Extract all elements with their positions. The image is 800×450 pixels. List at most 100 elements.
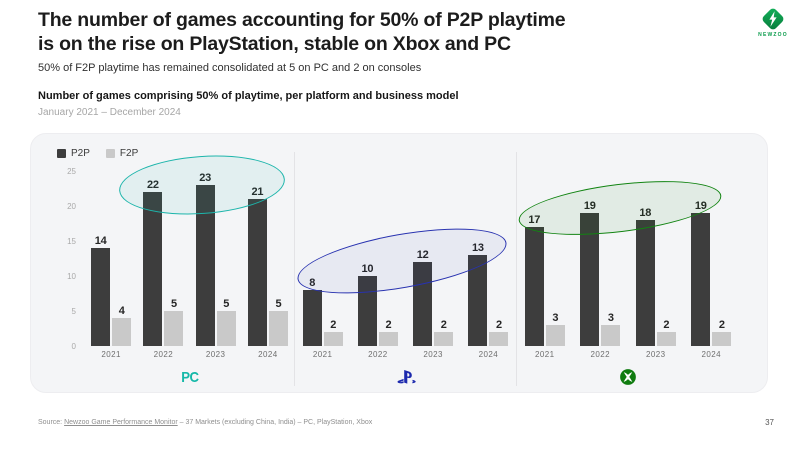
bar-group-xbox-2022: 19 3 bbox=[580, 200, 621, 346]
y-tick-20: 20 bbox=[67, 202, 76, 211]
legend-label: P2P bbox=[71, 148, 90, 159]
bar-value-p2p-2023: 12 bbox=[416, 249, 429, 261]
legend-item-p2p: P2P bbox=[57, 148, 90, 159]
bar-col-f2p-2022: 5 bbox=[164, 298, 184, 346]
bar-value-f2p-2022: 2 bbox=[385, 319, 392, 331]
bar-col-f2p-2024: 2 bbox=[712, 319, 732, 346]
chart-legend: P2P F2P bbox=[57, 148, 138, 159]
y-axis: 0 5 10 15 20 25 bbox=[31, 167, 76, 351]
bar-p2p-playstation-2024 bbox=[468, 255, 488, 346]
bar-p2p-playstation-2021 bbox=[302, 290, 322, 346]
plot-pc: 14 4 22 5 23 5 21 5 bbox=[85, 171, 294, 346]
plot-xbox: 17 3 19 3 18 2 19 2 bbox=[517, 171, 739, 346]
newzoo-logo-text: NEWZOO bbox=[758, 32, 788, 38]
x-tick-2022: 2022 bbox=[368, 350, 388, 359]
source-note: Source: Newzoo Game Performance Monitor … bbox=[38, 419, 372, 426]
bar-p2p-playstation-2023 bbox=[413, 262, 433, 346]
bar-col-f2p-2021: 2 bbox=[323, 319, 343, 346]
x-tick-2021: 2021 bbox=[312, 350, 333, 359]
bar-p2p-pc-2023 bbox=[195, 185, 215, 346]
bar-p2p-xbox-2022 bbox=[580, 213, 600, 346]
x-tick-2024: 2024 bbox=[478, 350, 499, 359]
panel-pc: 14 4 22 5 23 5 21 5 2021 2022 2023 2024 PC bbox=[85, 171, 294, 387]
x-axis-xbox: 2021 2022 2023 2024 bbox=[517, 350, 739, 359]
bar-value-p2p-2021: 8 bbox=[309, 277, 316, 289]
bar-f2p-playstation-2021 bbox=[323, 332, 343, 346]
bar-f2p-pc-2021 bbox=[112, 318, 132, 346]
playstation-logo bbox=[295, 367, 516, 387]
page-number: 37 bbox=[765, 418, 774, 427]
x-tick-2021: 2021 bbox=[101, 350, 121, 359]
y-tick-25: 25 bbox=[67, 167, 76, 176]
y-tick-0: 0 bbox=[71, 342, 76, 351]
bar-col-p2p-2022: 10 bbox=[357, 263, 377, 346]
bar-col-f2p-2022: 2 bbox=[378, 319, 398, 346]
bar-group-pc-2022: 22 5 bbox=[143, 179, 184, 346]
bar-f2p-xbox-2021 bbox=[545, 325, 565, 346]
xbox-logo-icon bbox=[620, 369, 636, 385]
legend-swatch-f2p bbox=[105, 149, 115, 158]
panel-divider-2 bbox=[516, 152, 517, 386]
bar-value-f2p-2023: 2 bbox=[663, 319, 670, 331]
x-tick-2024: 2024 bbox=[701, 350, 721, 359]
page-subtitle: 50% of F2P playtime has remained consoli… bbox=[38, 62, 422, 74]
bar-col-f2p-2024: 2 bbox=[489, 319, 509, 346]
bar-value-p2p-2022: 22 bbox=[147, 179, 159, 191]
bar-p2p-playstation-2022 bbox=[357, 276, 377, 346]
bar-col-f2p-2021: 4 bbox=[112, 305, 132, 346]
bar-value-p2p-2022: 10 bbox=[361, 263, 374, 275]
chart-title: Number of games comprising 50% of playti… bbox=[38, 90, 459, 102]
panel-divider-1 bbox=[294, 152, 295, 386]
x-tick-2023: 2023 bbox=[205, 350, 226, 359]
plot-playstation: 8 2 10 2 12 2 13 2 bbox=[295, 171, 516, 346]
newzoo-logo-icon bbox=[762, 8, 784, 30]
bar-f2p-xbox-2022 bbox=[601, 325, 621, 346]
bar-value-f2p-2021: 2 bbox=[330, 319, 337, 331]
panel-xbox: 17 3 19 3 18 2 19 2 2021 2022 2023 2024 bbox=[517, 171, 769, 387]
x-tick-2024: 2024 bbox=[258, 350, 278, 359]
bar-group-xbox-2024: 19 2 bbox=[691, 200, 732, 346]
bar-col-f2p-2023: 5 bbox=[216, 298, 236, 346]
bar-f2p-playstation-2024 bbox=[489, 332, 509, 346]
y-tick-5: 5 bbox=[71, 307, 76, 316]
legend-item-f2p: F2P bbox=[105, 148, 138, 159]
bar-col-p2p-2022: 19 bbox=[580, 200, 600, 346]
bar-f2p-xbox-2024 bbox=[712, 332, 732, 346]
chart-card: P2P F2P 0 5 10 15 20 25 14 4 22 5 23 5 21 5 2021 2022 20… bbox=[30, 133, 768, 393]
bar-value-p2p-2021: 17 bbox=[528, 214, 541, 226]
source-link[interactable]: Newzoo Game Performance Monitor bbox=[64, 419, 178, 426]
bar-value-f2p-2024: 2 bbox=[495, 319, 502, 331]
bar-value-p2p-2024: 13 bbox=[472, 242, 484, 254]
bar-col-f2p-2022: 3 bbox=[601, 312, 621, 346]
bar-col-p2p-2024: 19 bbox=[691, 200, 711, 346]
bar-col-p2p-2021: 17 bbox=[524, 214, 544, 346]
bar-value-f2p-2022: 5 bbox=[170, 298, 177, 310]
pc-logo-text: PC bbox=[180, 368, 199, 386]
bar-value-f2p-2023: 2 bbox=[440, 319, 447, 331]
xbox-logo bbox=[517, 367, 739, 387]
bar-col-f2p-2024: 5 bbox=[268, 298, 288, 346]
bar-p2p-pc-2022 bbox=[143, 192, 163, 346]
bar-p2p-pc-2021 bbox=[91, 248, 111, 346]
bar-f2p-pc-2024 bbox=[268, 311, 288, 346]
bar-col-p2p-2023: 23 bbox=[195, 172, 215, 346]
x-tick-2021: 2021 bbox=[535, 350, 555, 359]
playstation-logo-icon bbox=[396, 369, 416, 384]
bar-col-p2p-2021: 14 bbox=[91, 235, 111, 346]
bar-value-f2p-2021: 4 bbox=[118, 305, 125, 317]
legend-swatch-p2p bbox=[57, 149, 66, 158]
bar-value-f2p-2022: 3 bbox=[607, 312, 614, 324]
bar-value-f2p-2021: 3 bbox=[552, 312, 559, 324]
bar-group-playstation-2022: 10 2 bbox=[357, 263, 398, 346]
bar-p2p-pc-2024 bbox=[247, 199, 267, 346]
bar-group-playstation-2023: 12 2 bbox=[413, 249, 454, 346]
newzoo-logo: NEWZOO bbox=[751, 5, 795, 38]
bar-col-p2p-2021: 8 bbox=[302, 277, 322, 346]
bar-group-xbox-2023: 18 2 bbox=[635, 207, 676, 346]
bar-group-xbox-2021: 17 3 bbox=[524, 214, 565, 346]
page-title: The number of games accounting for 50% o… bbox=[38, 8, 566, 56]
bar-f2p-pc-2023 bbox=[216, 311, 236, 346]
bar-col-f2p-2023: 2 bbox=[656, 319, 676, 346]
bar-value-p2p-2021: 14 bbox=[94, 235, 107, 247]
